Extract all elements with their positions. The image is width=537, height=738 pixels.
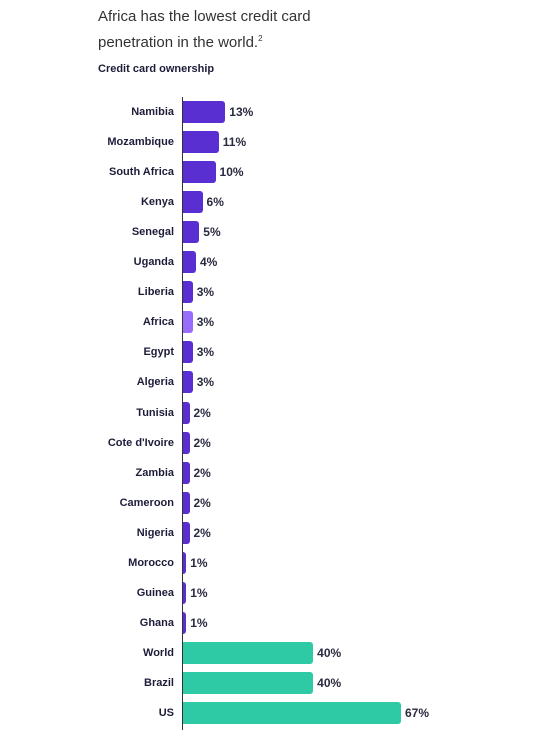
value-label: 6% <box>206 195 224 210</box>
y-tick-label: Nigeria <box>136 526 174 539</box>
y-tick-label: Tunisia <box>136 406 174 419</box>
y-tick-label: Uganda <box>133 256 174 269</box>
value-label: 2% <box>193 525 211 540</box>
title-text: Africa has the lowest credit card penetr… <box>98 8 311 51</box>
value-label: 67% <box>405 706 430 720</box>
y-tick-label: Namibia <box>131 106 174 118</box>
value-label: 4% <box>200 255 218 270</box>
y-tick-label: Cote d'Ivoire <box>107 436 174 449</box>
value-label: 1% <box>190 615 208 630</box>
y-tick-label: Guinea <box>136 586 174 599</box>
chart-subtitle: Credit card ownership <box>98 63 215 75</box>
bar <box>183 101 226 123</box>
y-tick-label: Algeria <box>136 376 174 389</box>
y-tick-label: Ghana <box>139 616 174 629</box>
bar <box>183 401 190 424</box>
bar <box>183 371 193 394</box>
y-tick-label: Cameroon <box>119 496 174 509</box>
y-tick-label: US <box>158 707 174 719</box>
y-tick-label: Mozambique <box>107 136 174 149</box>
value-label: 13% <box>229 105 254 119</box>
value-label: 3% <box>196 375 215 390</box>
value-label: 10% <box>219 165 244 180</box>
value-label: 2% <box>193 495 211 510</box>
axis-line <box>182 97 183 730</box>
bar <box>183 311 193 334</box>
bar <box>183 431 190 454</box>
value-label: 40% <box>317 645 342 660</box>
bar <box>183 611 187 634</box>
value-label: 3% <box>196 285 215 300</box>
bar <box>183 281 193 304</box>
value-label: 2% <box>193 405 211 420</box>
bar <box>183 551 187 574</box>
bar <box>183 581 187 604</box>
bar <box>183 491 190 514</box>
bar <box>183 131 219 154</box>
value-label: 11% <box>222 135 247 150</box>
bar <box>183 251 196 274</box>
bar <box>183 641 314 664</box>
y-tick-label: Senegal <box>131 226 174 239</box>
y-tick-label: Egypt <box>143 346 174 359</box>
bar <box>183 461 190 484</box>
value-label: 40% <box>317 675 342 690</box>
value-label: 1% <box>190 555 208 570</box>
value-label: 1% <box>190 585 208 600</box>
value-label: 2% <box>193 435 211 450</box>
y-tick-label: Liberia <box>137 286 174 299</box>
bar <box>183 191 203 214</box>
y-tick-label: Morocco <box>128 556 174 569</box>
footnote-mark: 2 <box>258 34 263 43</box>
y-tick-label: Africa <box>142 316 174 329</box>
value-label: 3% <box>196 345 215 360</box>
chart-title: Africa has the lowest credit card penetr… <box>98 6 358 54</box>
value-label: 5% <box>203 225 221 240</box>
y-tick-label: Zambia <box>135 466 174 479</box>
y-tick-label: South Africa <box>109 166 174 179</box>
bar <box>183 702 401 724</box>
bar <box>183 671 314 694</box>
bar <box>183 221 200 244</box>
bar <box>183 341 193 364</box>
value-label: 2% <box>193 465 211 480</box>
value-label: 3% <box>196 315 215 330</box>
y-tick-label: Brazil <box>144 676 174 689</box>
bar <box>183 521 190 544</box>
bar <box>183 161 216 184</box>
y-tick-label: Kenya <box>140 196 174 209</box>
y-tick-label: World <box>143 646 174 659</box>
